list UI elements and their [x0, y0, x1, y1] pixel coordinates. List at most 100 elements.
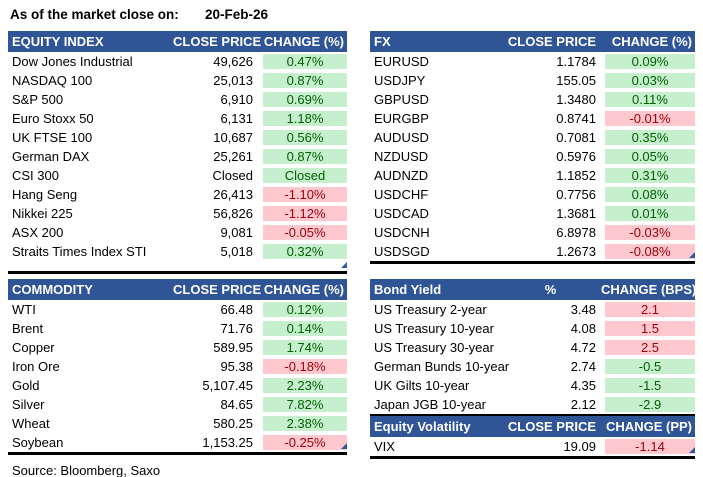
instrument-name-cell[interactable]: GBPUSD [374, 92, 429, 107]
instrument-name-cell[interactable]: ASX 200 [12, 225, 64, 240]
instrument-name-cell[interactable]: EURGBP [374, 111, 429, 126]
table-row[interactable]: AUDUSD 0.7081 0.35% [370, 128, 695, 147]
change-cell[interactable]: 2.1 [605, 302, 695, 317]
instrument-name-cell[interactable]: UK FTSE 100 [12, 130, 93, 145]
close-price-cell[interactable]: 10,687 [213, 130, 253, 145]
table-row[interactable]: German Bunds 10-year 2.74 -0.5 [370, 357, 695, 376]
table-row[interactable]: VIX 19.09 -1.14 [370, 437, 695, 456]
change-cell[interactable]: 1.5 [605, 321, 695, 336]
column-header-title[interactable]: Equity Volatility [374, 419, 471, 434]
column-header-change[interactable]: CHANGE (%) [263, 282, 344, 297]
change-cell[interactable]: -0.05% [263, 225, 347, 240]
close-price-cell[interactable]: 1.3681 [556, 206, 596, 221]
change-cell[interactable]: -2.9 [605, 397, 695, 412]
close-price-cell[interactable]: 6,910 [220, 92, 253, 107]
change-cell[interactable]: 2.5 [605, 340, 695, 355]
table-row[interactable]: US Treasury 10-year 4.08 1.5 [370, 319, 695, 338]
yield-percent-cell[interactable]: 2.12 [570, 397, 596, 412]
column-header-price[interactable]: CLOSE PRICE [173, 34, 262, 49]
table-row[interactable]: Brent 71.76 0.14% [8, 319, 347, 338]
table-row[interactable]: UK Gilts 10-year 4.35 -1.5 [370, 376, 695, 395]
yield-percent-cell[interactable]: 3.48 [570, 302, 596, 317]
instrument-name-cell[interactable]: NASDAQ 100 [12, 73, 93, 88]
change-cell[interactable]: 0.12% [263, 302, 347, 317]
close-price-cell[interactable]: 25,261 [213, 149, 253, 164]
table-row[interactable]: Japan JGB 10-year 2.12 -2.9 [370, 395, 695, 414]
column-header-price[interactable]: CLOSE PRICE [507, 419, 596, 434]
close-price-cell[interactable]: 49,626 [213, 54, 253, 69]
instrument-name-cell[interactable]: USDCAD [374, 206, 429, 221]
column-header-title[interactable]: EQUITY INDEX [12, 34, 104, 49]
change-cell[interactable]: 0.87% [263, 73, 347, 88]
change-cell[interactable]: 0.08% [605, 187, 695, 202]
instrument-name-cell[interactable]: German Bunds 10-year [374, 359, 510, 374]
change-cell[interactable]: 2.23% [263, 378, 347, 393]
column-header-title[interactable]: Bond Yield [374, 282, 442, 297]
table-row[interactable]: USDCAD 1.3681 0.01% [370, 204, 695, 223]
close-price-cell[interactable]: 5,018 [220, 244, 253, 259]
table-row[interactable]: AUDNZD 1.1852 0.31% [370, 166, 695, 185]
table-row[interactable]: Dow Jones Industrial 49,626 0.47% [8, 52, 347, 71]
close-price-cell[interactable]: 66.48 [220, 302, 253, 317]
change-cell[interactable]: -0.01% [605, 111, 695, 126]
change-cell[interactable]: -1.12% [263, 206, 347, 221]
table-row[interactable]: UK FTSE 100 10,687 0.56% [8, 128, 347, 147]
change-cell[interactable]: -0.5 [605, 359, 695, 374]
table-row[interactable]: Wheat 580.25 2.38% [8, 414, 347, 433]
column-header-price[interactable]: CLOSE PRICE [507, 34, 596, 49]
table-row[interactable]: CSI 300 Closed Closed [8, 166, 347, 185]
column-header-title[interactable]: FX [374, 34, 391, 49]
instrument-name-cell[interactable]: US Treasury 30-year [374, 340, 494, 355]
instrument-name-cell[interactable]: UK Gilts 10-year [374, 378, 470, 393]
close-price-cell[interactable]: 1.3480 [556, 92, 596, 107]
instrument-name-cell[interactable]: CSI 300 [12, 168, 59, 183]
change-cell[interactable]: -0.03% [605, 225, 695, 240]
table-row[interactable]: German DAX 25,261 0.87% [8, 147, 347, 166]
table-row[interactable]: USDCNH 6.8978 -0.03% [370, 223, 695, 242]
change-cell[interactable]: 0.11% [605, 92, 695, 107]
table-row[interactable]: Nikkei 225 56,826 -1.12% [8, 204, 347, 223]
instrument-name-cell[interactable]: USDCNH [374, 225, 430, 240]
bond-yield-header-row[interactable]: Bond Yield % CHANGE (BPS) [370, 279, 696, 300]
instrument-name-cell[interactable]: Brent [12, 321, 44, 336]
table-row[interactable]: GBPUSD 1.3480 0.11% [370, 90, 695, 109]
instrument-name-cell[interactable]: AUDUSD [374, 130, 429, 145]
table-row[interactable]: Euro Stoxx 50 6,131 1.18% [8, 109, 347, 128]
close-price-cell[interactable]: 589.95 [213, 340, 253, 355]
instrument-name-cell[interactable]: NZDUSD [374, 149, 429, 164]
instrument-name-cell[interactable]: USDSGD [374, 244, 430, 259]
equity-volatility-header-row[interactable]: Equity Volatility CLOSE PRICE CHANGE (PP… [370, 416, 695, 437]
close-price-cell[interactable]: 1,153.25 [202, 435, 253, 450]
close-price-cell[interactable]: 580.25 [213, 416, 253, 431]
close-price-cell[interactable]: Closed [212, 168, 253, 183]
change-cell[interactable]: 1.74% [263, 340, 347, 355]
instrument-name-cell[interactable]: Copper [12, 340, 55, 355]
change-cell[interactable]: -1.5 [605, 378, 695, 393]
close-price-cell[interactable]: 9,081 [220, 225, 253, 240]
close-price-cell[interactable]: 1.1784 [556, 54, 596, 69]
table-row[interactable]: USDJPY 155.05 0.03% [370, 71, 695, 90]
close-price-cell[interactable]: 6.8978 [556, 225, 596, 240]
table-row[interactable]: Copper 589.95 1.74% [8, 338, 347, 357]
table-row[interactable]: ASX 200 9,081 -0.05% [8, 223, 347, 242]
change-cell[interactable]: 7.82% [263, 397, 347, 412]
column-header-title[interactable]: COMMODITY [12, 282, 93, 297]
instrument-name-cell[interactable]: Wheat [12, 416, 50, 431]
instrument-name-cell[interactable]: WTI [12, 302, 36, 317]
instrument-name-cell[interactable]: US Treasury 2-year [374, 302, 487, 317]
close-price-cell[interactable]: 19.09 [563, 439, 596, 454]
change-cell[interactable]: 0.56% [263, 130, 347, 145]
instrument-name-cell[interactable]: VIX [374, 439, 395, 454]
column-header-price[interactable]: % [544, 282, 557, 297]
change-cell[interactable]: 0.87% [263, 149, 347, 164]
change-cell[interactable]: 0.01% [605, 206, 695, 221]
instrument-name-cell[interactable]: Straits Times Index STI [12, 244, 147, 259]
instrument-name-cell[interactable]: S&P 500 [12, 92, 64, 107]
instrument-name-cell[interactable]: USDJPY [374, 73, 426, 88]
instrument-name-cell[interactable]: German DAX [12, 149, 90, 164]
table-row[interactable]: Iron Ore 95.38 -0.18% [8, 357, 347, 376]
table-row[interactable]: Gold 5,107.45 2.23% [8, 376, 347, 395]
table-row[interactable]: Silver 84.65 7.82% [8, 395, 347, 414]
close-price-cell[interactable]: 0.7756 [556, 187, 596, 202]
change-cell[interactable]: 0.35% [605, 130, 695, 145]
